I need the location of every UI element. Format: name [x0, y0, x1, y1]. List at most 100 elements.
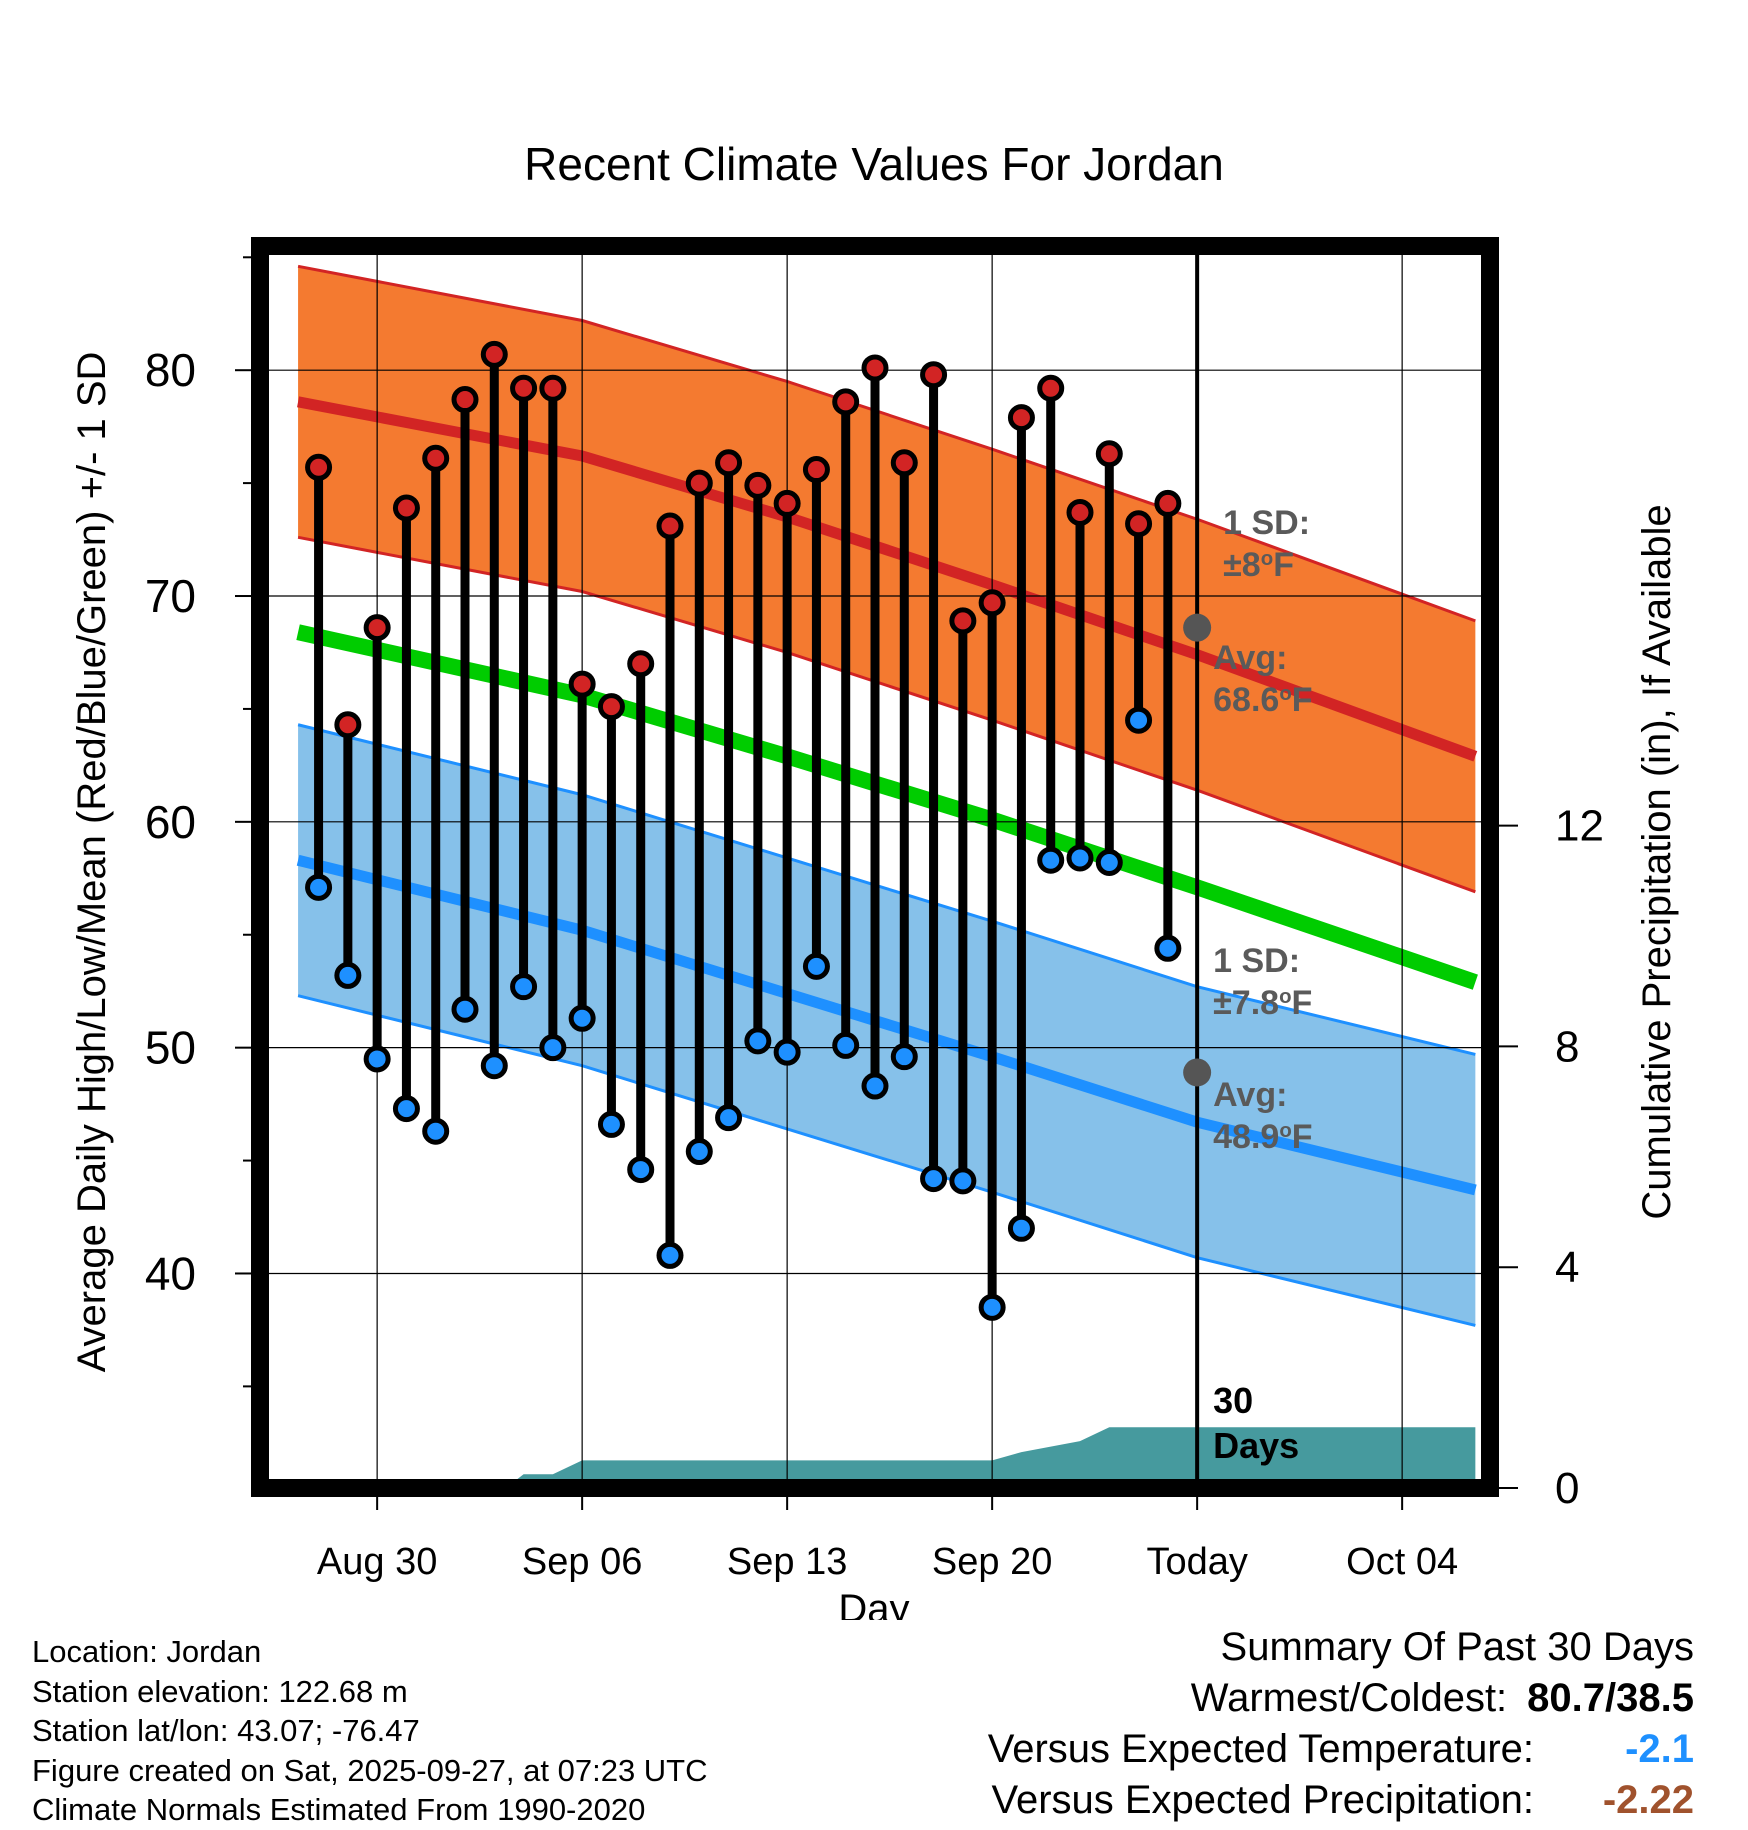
- daily-high-point: [422, 444, 450, 472]
- avg-high-marker: [1183, 613, 1212, 642]
- daily-low-point: [715, 1104, 743, 1132]
- daily-low-point: [1007, 1214, 1035, 1242]
- warm-cold-label: Warmest/Coldest:: [1190, 1676, 1508, 1720]
- low-sd-label: 1 SD:: [1213, 942, 1300, 980]
- daily-low-point: [422, 1117, 450, 1145]
- location-text: Location: Jordan: [32, 1634, 262, 1669]
- low-band-lower-edge: [297, 994, 1476, 1327]
- plot-area: 1 SD: ±8oF Avg: 68.6oF 1 SD: ±7.8oF Avg: 48.9oF…: [145, 237, 1604, 1583]
- y-tick-label-0: 40: [145, 1247, 196, 1299]
- daily-high-point: [1154, 489, 1182, 517]
- y2-tick-label-1: 4: [1555, 1243, 1579, 1292]
- y-tick-label-2: 60: [145, 796, 196, 848]
- daily-low-point: [1095, 848, 1123, 876]
- daily-high-point: [978, 589, 1006, 617]
- daily-low-point: [539, 1034, 567, 1062]
- y-axis-label: Average Daily High/Low/Mean (Red/Blue/Gr…: [70, 352, 114, 1373]
- daily-low-point: [949, 1167, 977, 1195]
- created-text: Figure created on Sat, 2025-09-27, at 07…: [32, 1752, 708, 1788]
- daily-high-point: [363, 614, 391, 642]
- low-sd-value: ±7.8oF: [1213, 984, 1312, 1022]
- daily-low-point: [568, 1004, 596, 1032]
- daily-low-point: [627, 1156, 655, 1184]
- temp-anomaly-label: Versus Expected Temperature:: [987, 1727, 1534, 1771]
- summary-temp-row: Versus Expected Temperature: -2.1: [988, 1724, 1694, 1775]
- plot-inner: [260, 246, 1490, 1488]
- low-avg-value: 48.9oF: [1213, 1118, 1312, 1156]
- x-tick-label-3: Sep 20: [932, 1541, 1052, 1583]
- daily-low-point: [363, 1045, 391, 1073]
- daily-high-point: [597, 693, 625, 721]
- x-tick-label-5: Oct 04: [1346, 1541, 1458, 1583]
- daily-low-point: [773, 1038, 801, 1066]
- y-tick-label-4: 80: [145, 344, 196, 396]
- high-band: [298, 266, 1476, 892]
- temp-anomaly-value: -2.1: [1625, 1727, 1694, 1771]
- latlon-text: Station lat/lon: 43.07; -76.47: [32, 1713, 420, 1748]
- daily-high-point: [480, 340, 508, 368]
- summary-warm-cold-row: Warmest/Coldest: 80.7/38.5: [988, 1673, 1694, 1724]
- low-band-upper-edge: [297, 723, 1476, 1056]
- daily-low-point: [656, 1241, 684, 1269]
- precip-anomaly-label: Versus Expected Precipitation:: [991, 1778, 1534, 1822]
- low-avg-label: Avg:: [1213, 1076, 1287, 1114]
- daily-high-point: [685, 469, 713, 497]
- daily-high-point: [861, 354, 889, 382]
- y-tick-label-1: 50: [145, 1022, 196, 1074]
- chart-title: Recent Climate Values For Jordan: [524, 138, 1224, 190]
- precipitation-area: [298, 1427, 1476, 1488]
- daily-high-point: [715, 449, 743, 477]
- warm-cold-value: 80.7/38.5: [1527, 1676, 1694, 1720]
- x-tick-label-2: Sep 13: [727, 1541, 847, 1583]
- daily-high-point: [773, 489, 801, 517]
- x-axis-label: Day: [838, 1587, 909, 1620]
- daily-low-point: [1125, 706, 1153, 734]
- daily-high-point: [1037, 374, 1065, 402]
- daily-low-point: [334, 961, 362, 989]
- daily-high-point: [832, 388, 860, 416]
- daily-low-point: [832, 1031, 860, 1059]
- climate-chart: Recent Climate Values For Jordan 1 SD: ±8…: [70, 138, 1679, 1620]
- x-tick-label-1: Sep 06: [522, 1541, 642, 1583]
- daily-high-point: [451, 386, 479, 414]
- daily-high-point: [890, 449, 918, 477]
- daily-low-point: [920, 1165, 948, 1193]
- daily-low-point: [1066, 844, 1094, 872]
- y2-tick-label-3: 12: [1555, 802, 1604, 851]
- high-band-upper-edge: [297, 264, 1476, 623]
- daily-high-point: [1007, 404, 1035, 432]
- daily-low-point: [305, 873, 333, 901]
- precip-anomaly-value: -2.22: [1602, 1778, 1694, 1822]
- daily-low-point: [890, 1043, 918, 1071]
- daily-low-point: [802, 952, 830, 980]
- summary-panel: Summary Of Past 30 Days Warmest/Coldest:…: [988, 1622, 1694, 1826]
- daily-low-point: [451, 995, 479, 1023]
- normal-high-line: [297, 396, 1478, 762]
- daily-low-point: [1154, 934, 1182, 962]
- daily-low-point: [392, 1095, 420, 1123]
- daily-high-point: [305, 453, 333, 481]
- high-avg-value: 68.6oF: [1213, 681, 1312, 719]
- daily-high-point: [949, 607, 977, 635]
- y-tick-label-3: 70: [145, 570, 196, 622]
- summary-precip-row: Versus Expected Precipitation: -2.22: [988, 1775, 1694, 1826]
- daily-high-point: [1066, 498, 1094, 526]
- daily-high-point: [392, 494, 420, 522]
- y2-axis-label: Cumulative Precipitation (in), If Availa…: [1635, 504, 1679, 1219]
- daily-high-point: [656, 512, 684, 540]
- plot-frame: [251, 237, 1499, 1497]
- days-label-text: Days: [1213, 1425, 1299, 1466]
- daily-high-point: [1125, 510, 1153, 538]
- daily-high-point: [920, 361, 948, 389]
- normal-low-line: [296, 854, 1477, 1196]
- daily-high-point: [334, 711, 362, 739]
- daily-low-point: [480, 1052, 508, 1080]
- station-metadata: Location: Jordan Station elevation: 122.…: [32, 1632, 708, 1830]
- y2-tick-label-0: 0: [1555, 1464, 1579, 1513]
- elevation-text: Station elevation: 122.68 m: [32, 1673, 408, 1709]
- daily-high-point: [627, 650, 655, 678]
- daily-low-point: [510, 973, 538, 1001]
- high-sd-value: ±8oF: [1223, 546, 1294, 584]
- daily-low-point: [597, 1110, 625, 1138]
- x-tick-label-4: Today: [1146, 1541, 1247, 1583]
